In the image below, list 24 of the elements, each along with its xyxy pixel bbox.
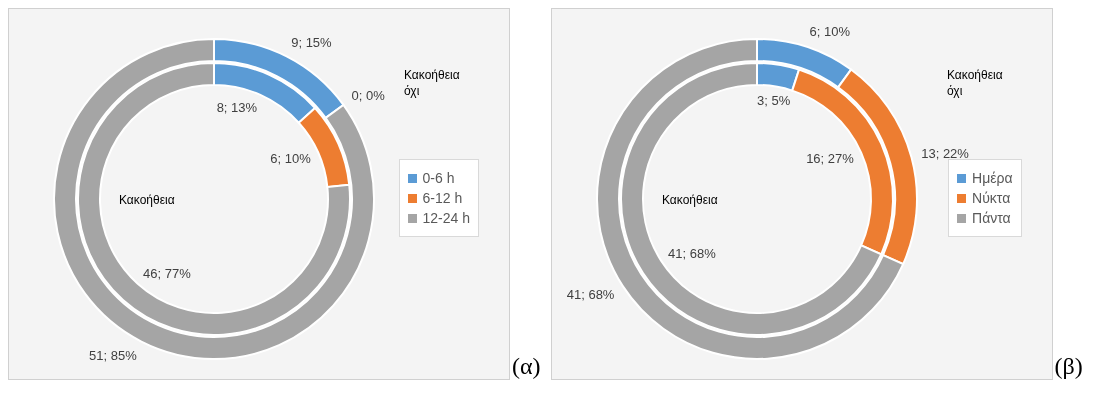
legend-label: 0-6 h xyxy=(422,170,455,186)
legend-label: Ημέρα xyxy=(972,170,1013,186)
data-label: 46; 77% xyxy=(143,265,192,281)
legend-label: Πάντα xyxy=(972,210,1011,226)
slice-label: Κακοήθεια xyxy=(119,193,175,207)
data-label: 16; 27% xyxy=(805,150,854,166)
slice-label: Κακοήθεια όχι xyxy=(946,68,1003,98)
data-label: 9; 15% xyxy=(291,34,333,50)
legend-label: 12-24 h xyxy=(422,210,470,226)
data-label: 51; 85% xyxy=(89,348,138,364)
data-label: 8; 13% xyxy=(216,100,258,116)
data-label: 41; 68% xyxy=(566,287,615,303)
data-label: 13; 22% xyxy=(920,145,969,161)
data-label: 3; 5% xyxy=(756,92,791,108)
legend-label: Νύκτα xyxy=(972,190,1011,206)
text: (α) xyxy=(512,353,541,380)
data-label: 41; 68% xyxy=(667,245,716,261)
data-label: 6; 10% xyxy=(809,24,851,40)
text: 0; 0% xyxy=(351,88,385,104)
text: (β) xyxy=(1054,353,1083,380)
data-label: 6; 10% xyxy=(270,150,312,166)
slice-label: Κακοήθεια όχι xyxy=(404,68,460,98)
slice-label: Κακοήθεια xyxy=(661,193,718,207)
legend-label: 6-12 h xyxy=(422,190,463,206)
